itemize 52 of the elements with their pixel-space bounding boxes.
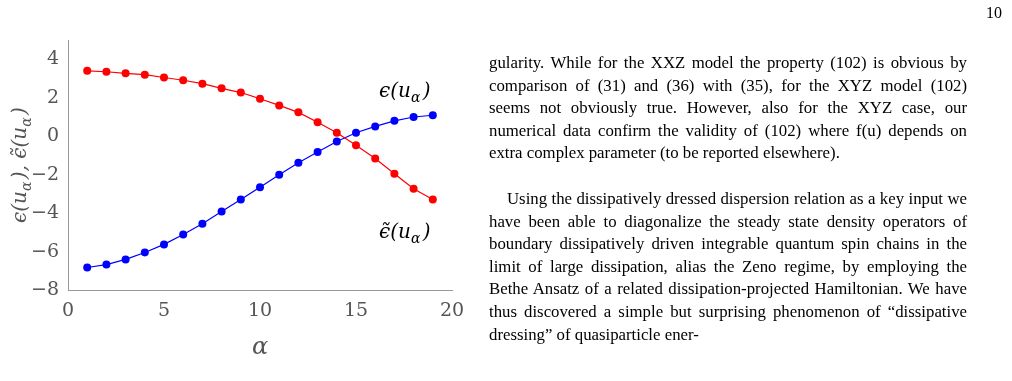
point (179, 76, 188, 85)
point (121, 255, 130, 264)
point (83, 66, 92, 75)
point (236, 88, 245, 97)
x-tick-label: 10 (247, 297, 273, 320)
point (409, 112, 418, 121)
x-tick-label: 20 (439, 297, 465, 320)
point (160, 73, 169, 82)
point (313, 118, 322, 127)
point (102, 260, 111, 269)
y-tick-label: 4 (46, 46, 60, 69)
point (294, 158, 303, 167)
point (428, 111, 437, 120)
point (409, 184, 418, 193)
x-tick-label: 0 (61, 297, 75, 320)
x-axis-title: α (251, 332, 269, 361)
point (198, 79, 207, 88)
point (275, 101, 284, 110)
point (83, 263, 92, 272)
point (313, 148, 322, 157)
text: 10 (986, 4, 1002, 22)
point (275, 170, 284, 179)
point (102, 67, 111, 76)
text: Using the dissipatively dressed dispersion relation as a key input we have been able to diagonalize the steady state density operators of boundary dissipatively driven integrable quantum spin chains in the limit of large dissipation, alias the Zeno regime, by employing the Bethe Ansatz of a related dissipation-projected Hamiltonian. We have thus discovered a simple but surprising phenomenon of “dissipative dressing” of quasiparticle ener- (489, 188, 967, 346)
point (390, 169, 399, 178)
point (390, 116, 399, 125)
point (352, 141, 360, 150)
point (140, 70, 149, 79)
text: gularity. While for the XXZ model the property (102) is obvious by comparison of (31) and (36) with (35), for the XYZ model (102) seems not obviously true. However, also for the XYZ case, our numerical data confirm the validity of (102) where f(u) depends on extra complex parameter (to be reported elsewhere). (489, 52, 967, 165)
y-tick-label: 0 (46, 123, 60, 146)
point (428, 195, 437, 204)
y-tick-label: −8 (30, 277, 60, 300)
point (371, 122, 380, 131)
point (352, 128, 360, 137)
point (256, 94, 264, 103)
point (371, 154, 380, 163)
point (332, 128, 341, 137)
point (160, 240, 169, 249)
point (198, 219, 207, 228)
point (121, 69, 130, 78)
y-tick-label: 2 (46, 84, 60, 107)
point (236, 195, 245, 204)
x-tick-label: 15 (343, 297, 369, 320)
point (256, 183, 264, 192)
point (217, 207, 226, 216)
point (294, 108, 303, 117)
y-tick-label: −6 (30, 238, 60, 261)
point (332, 137, 341, 146)
point (217, 84, 226, 93)
point (140, 248, 149, 257)
point (179, 230, 188, 239)
x-tick-label: 5 (157, 297, 171, 320)
